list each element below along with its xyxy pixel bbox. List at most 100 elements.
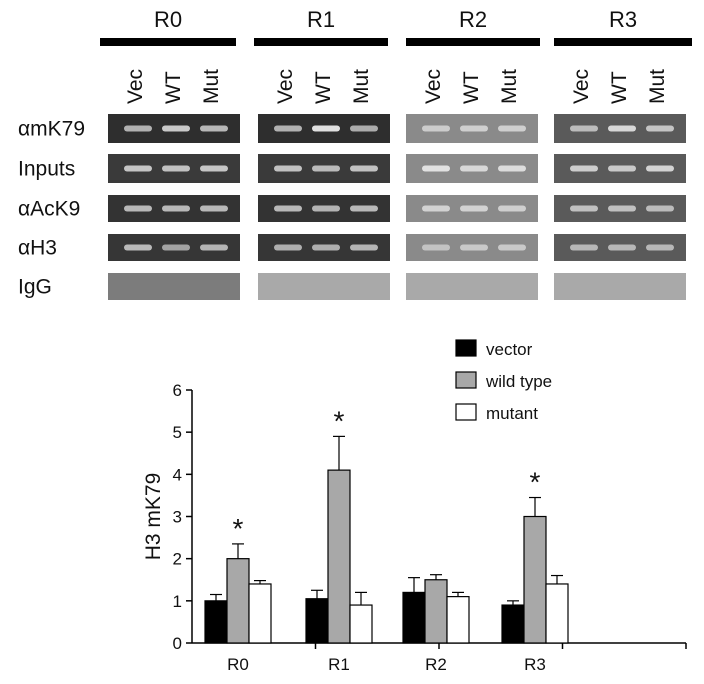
legend-swatch-vector [455,339,477,357]
bar-chart: 0 1 2 3 4 5 6 H3 mK79 R0 R1 R2 R3 * * * vector wild type… [142,339,687,674]
y-tick-label-3: 3 [173,508,182,527]
region-header-bar-r2 [406,38,540,46]
y-tick-label-2: 2 [173,550,182,569]
region-header-r0: R0 [154,7,182,32]
band-r2-0-0 [422,125,450,132]
band-r0-3-1 [162,244,190,251]
bar-r0-wild-type [226,558,250,644]
lane-label-r1-vec: Vec [274,69,297,104]
lane-label-r2-mut: Mut [498,69,521,104]
band-r1-3-0 [274,244,302,251]
legend-swatch-mutant [455,403,477,421]
band-r1-0-0 [274,125,302,132]
band-r0-2-2 [200,205,228,212]
band-r1-3-1 [312,244,340,251]
band-r3-3-2 [646,244,674,251]
bar-r2-wild-type [424,579,448,644]
band-r2-2-2 [498,205,526,212]
band-r0-1-0 [124,165,152,172]
band-r3-2-0 [570,205,598,212]
bar-r3-mutant [545,583,569,644]
bar-r0-mutant [248,583,272,644]
y-tick-label-1: 1 [173,592,182,611]
bar-r0-vector [204,600,228,644]
lane-label-r3-wt: WT [608,71,631,104]
band-r3-1-1 [608,165,636,172]
band-r2-1-1 [460,165,488,172]
band-r3-2-2 [646,205,674,212]
region-header-r2: R2 [459,7,487,32]
band-r3-3-0 [570,244,598,251]
significance-mark-r0: * [233,513,244,544]
band-r2-0-2 [498,125,526,132]
x-tick-label-r2: R2 [425,655,447,674]
lane-label-r3-vec: Vec [570,69,593,104]
y-tick-label-0: 0 [173,634,182,653]
band-r1-1-2 [350,165,378,172]
region-header-bar-r1 [254,38,388,46]
bar-r3-vector [501,604,525,644]
band-r1-0-1 [312,125,340,132]
bar-r2-vector [402,591,426,644]
region-header-bar-r3 [554,38,692,46]
band-r3-0-1 [608,125,636,132]
band-r3-0-0 [570,125,598,132]
y-tick-label-6: 6 [173,381,182,400]
blot-strip-r1-4 [258,273,390,300]
lane-label-r1-mut: Mut [350,69,373,104]
blot-row-label-4: IgG [18,276,52,299]
lane-label-r3-mut: Mut [646,69,669,104]
bar-r3-wild-type [523,515,547,644]
legend-label-vector: vector [486,340,533,359]
legend-label-mutant: mutant [486,404,538,423]
blot-strip-r3-4 [554,273,686,300]
region-header-r3: R3 [609,7,637,32]
band-r1-1-0 [274,165,302,172]
y-tick-label-5: 5 [173,423,182,442]
band-r3-2-1 [608,205,636,212]
significance-mark-r1: * [334,405,345,436]
blot-strip-r2-4 [406,273,538,300]
significance-mark-r3: * [530,467,541,498]
band-r1-2-1 [312,205,340,212]
band-r0-2-0 [124,205,152,212]
band-r1-1-1 [312,165,340,172]
band-r1-0-2 [350,125,378,132]
gel-blot-panel: R0 Vec WT Mut R1 Vec WT Mut R2 Vec WT Mut R3 Vec WT Mut… [18,7,692,300]
band-r3-0-2 [646,125,674,132]
blot-row-label-3: αH3 [18,237,57,260]
y-axis-label: H3 mK79 [142,473,165,561]
lane-label-r2-vec: Vec [422,69,445,104]
bar-r1-wild-type [327,469,351,644]
lane-label-r1-wt: WT [312,71,335,104]
band-r0-0-0 [124,125,152,132]
y-tick-label-4: 4 [173,465,182,484]
band-r2-2-0 [422,205,450,212]
band-r3-1-0 [570,165,598,172]
band-r1-2-0 [274,205,302,212]
band-r3-3-1 [608,244,636,251]
lane-label-r2-wt: WT [460,71,483,104]
band-r0-0-1 [162,125,190,132]
band-r1-3-2 [350,244,378,251]
x-tick-label-r0: R0 [227,655,249,674]
bar-r1-vector [305,598,329,644]
band-r2-3-1 [460,244,488,251]
blot-row-label-1: Inputs [18,158,75,181]
legend-label-wild-type: wild type [485,372,552,391]
x-tick-label-r3: R3 [524,655,546,674]
bar-r1-mutant [349,604,373,644]
blot-row-label-2: αAcK9 [18,198,80,221]
band-r2-0-1 [460,125,488,132]
band-r2-3-2 [498,244,526,251]
blot-strip-r0-4 [108,273,240,300]
band-r0-0-2 [200,125,228,132]
lane-label-r0-mut: Mut [200,69,223,104]
blot-row-label-0: αmK79 [18,118,85,141]
x-tick-label-r1: R1 [328,655,350,674]
bar-r2-mutant [446,596,470,644]
lane-label-r0-vec: Vec [124,69,147,104]
band-r0-3-0 [124,244,152,251]
band-r2-3-0 [422,244,450,251]
band-r0-1-1 [162,165,190,172]
